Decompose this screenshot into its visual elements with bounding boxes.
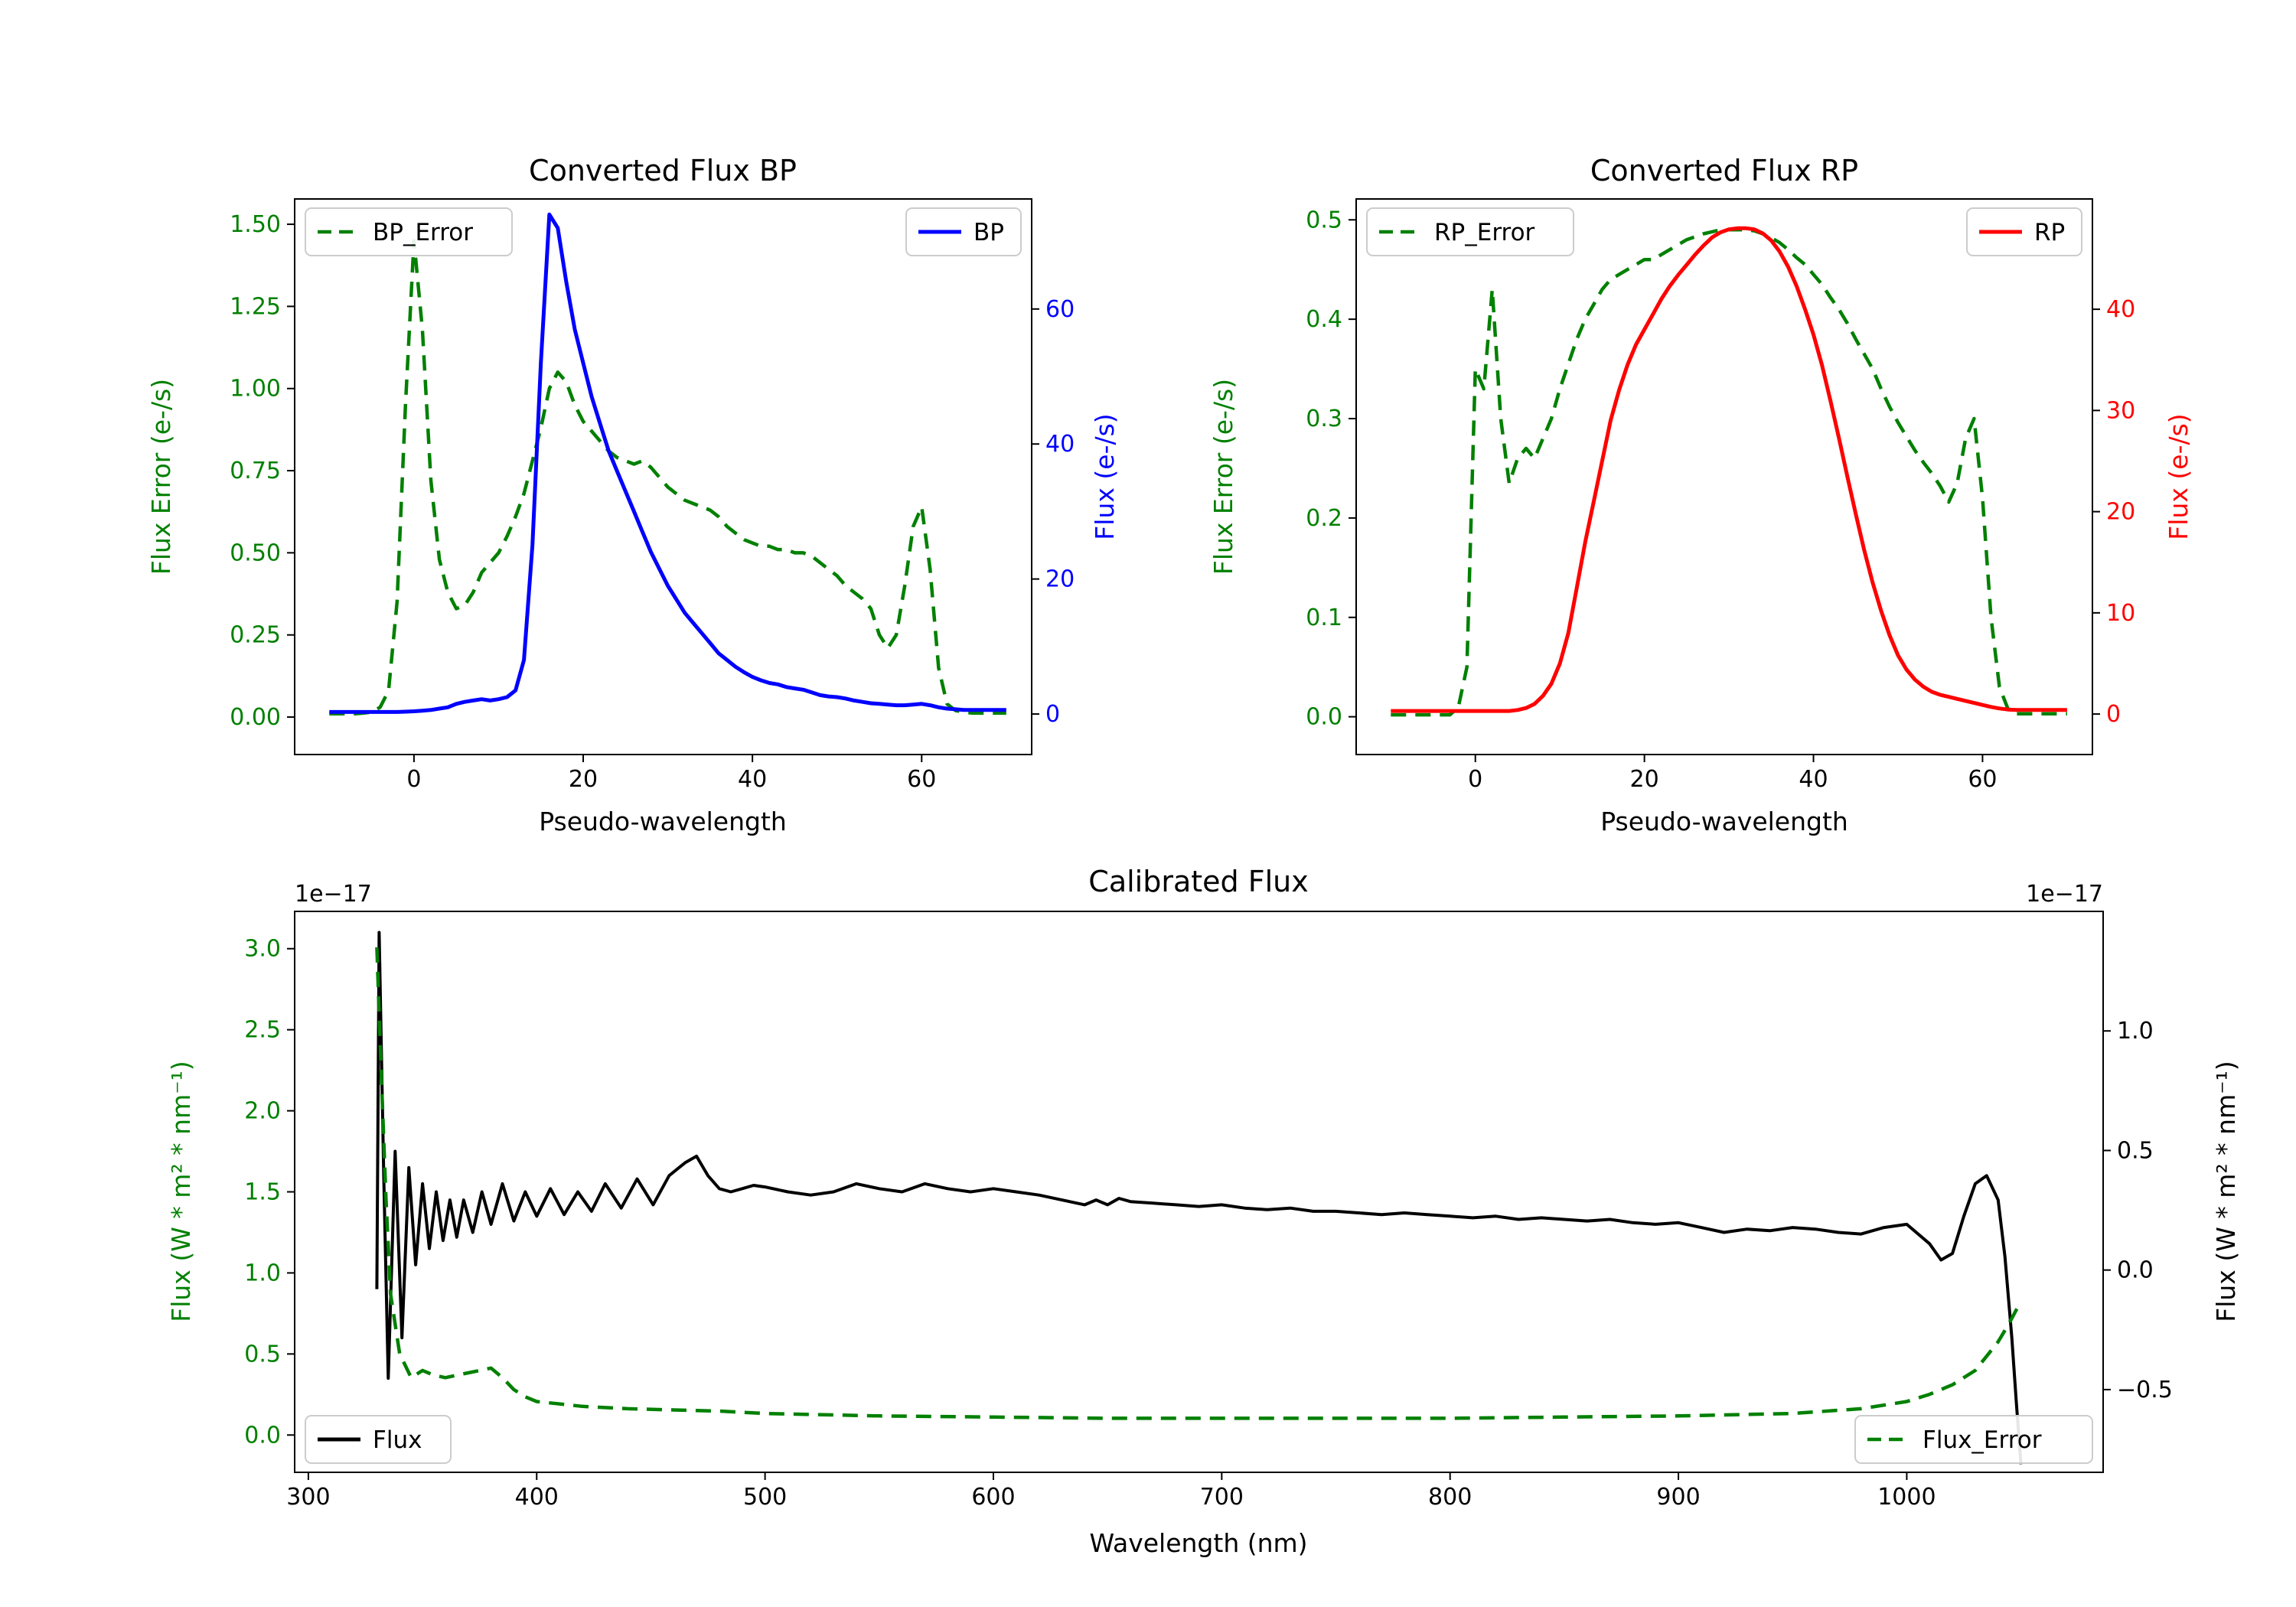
legend-box <box>305 1415 452 1464</box>
bp-left-tick-label: 1.00 <box>230 376 281 403</box>
rp-x-tick-label: 40 <box>1799 766 1828 793</box>
legend-box <box>1854 1415 2093 1464</box>
bp-legend-bp-error: BP_Error <box>305 207 513 256</box>
bp-x-tick-label: 40 <box>738 766 767 793</box>
rp-line <box>1391 226 2067 713</box>
bp-left-tick-label: 0.00 <box>230 704 281 731</box>
rp-left-tick-label: 0.2 <box>1306 505 1342 532</box>
cal-left-tick-label: 2.5 <box>244 1017 281 1044</box>
legend-label-bp-error: BP_Error <box>373 219 473 246</box>
legend-label-flux: Flux <box>373 1426 422 1454</box>
cal-right-axis-label: Flux (W * m² * nm⁻¹) <box>2211 1061 2241 1322</box>
cal-x-tick-label: 1000 <box>1877 1484 1936 1511</box>
bp-x-axis-label: Pseudo-wavelength <box>539 807 787 836</box>
rp-left-tick-label: 0.4 <box>1306 306 1342 333</box>
rp-right-tick-label: 40 <box>2106 296 2135 323</box>
bp-right-tick-label: 20 <box>1045 566 1075 593</box>
legend-box <box>905 207 1022 256</box>
bp-legend-bp: BP <box>905 207 1022 256</box>
bp-axes-frame <box>294 198 1032 755</box>
rp-right-tick-label: 30 <box>2106 397 2135 424</box>
bp-error-line <box>329 239 1006 716</box>
rp-left-tick-label: 0.1 <box>1306 605 1342 631</box>
bp-right-tick-label: 40 <box>1045 431 1075 458</box>
rp-legend-rp-error: RP_Error <box>1366 207 1574 256</box>
cal-x-tick-label: 900 <box>1656 1484 1700 1511</box>
rp-error-line <box>1391 228 2067 717</box>
cal-right-tick-label: 1.0 <box>2117 1018 2154 1045</box>
rp-x-tick-label: 0 <box>1468 766 1482 793</box>
bp-right-tick-label: 60 <box>1045 296 1075 323</box>
rp-x-tick-label: 20 <box>1630 766 1659 793</box>
cal-left-tick-label: 3.0 <box>244 936 281 963</box>
bp-x-tick-label: 0 <box>406 766 421 793</box>
flux-line <box>375 931 2023 1465</box>
bp-left-tick-label: 1.50 <box>230 211 281 238</box>
rp-right-tick-label: 20 <box>2106 499 2135 526</box>
cal-right-offset-text: 1e−17 <box>2026 881 2103 908</box>
bp-right-axis-label: Flux (e-/s) <box>1090 413 1120 539</box>
bp-left-tick-label: 0.50 <box>230 539 281 566</box>
cal-left-axis-label: Flux (W * m² * nm⁻¹) <box>166 1061 196 1322</box>
flux-error-line <box>375 947 2023 1420</box>
cal-left-tick-label: 1.0 <box>244 1260 281 1286</box>
legend-box <box>305 207 513 256</box>
legend-box <box>1966 207 2082 256</box>
rp-axes-frame <box>1355 198 2093 755</box>
legend-label-rp: RP <box>2034 219 2065 246</box>
bp-right-tick-label: 0 <box>1045 701 1060 728</box>
legend-label-flux-error: Flux_Error <box>1923 1426 2042 1454</box>
rp-legend-rp: RP <box>1966 207 2082 256</box>
cal-x-tick-label: 600 <box>971 1484 1015 1511</box>
bp-left-axis-label: Flux Error (e-/s) <box>146 379 176 575</box>
bp-plot-area <box>329 212 1006 716</box>
rp-left-tick-label: 0.0 <box>1306 704 1342 731</box>
rp-right-tick-label: 10 <box>2106 600 2135 627</box>
cal-x-tick-label: 400 <box>515 1484 559 1511</box>
rp-right-tick-label: 0 <box>2106 701 2121 728</box>
legend-box <box>1366 207 1574 256</box>
cal-left-tick-label: 0.5 <box>244 1341 281 1367</box>
cal-left-tick-label: 1.5 <box>244 1179 281 1206</box>
cal-legend-flux-error: Flux_Error <box>1854 1415 2093 1464</box>
cal-x-tick-label: 800 <box>1428 1484 1472 1511</box>
cal-x-tick-label: 700 <box>1200 1484 1244 1511</box>
cal-right-tick-label: 0.0 <box>2117 1257 2154 1284</box>
bp-left-tick-label: 0.25 <box>230 622 281 649</box>
bp-left-tick-label: 1.25 <box>230 293 281 320</box>
rp-chart-title: Converted Flux RP <box>1590 154 1858 187</box>
bp-chart-title: Converted Flux BP <box>529 154 797 187</box>
legend-label-rp-error: RP_Error <box>1434 219 1535 246</box>
cal-chart-title: Calibrated Flux <box>1088 865 1308 898</box>
rp-x-axis-label: Pseudo-wavelength <box>1600 807 1848 836</box>
bp-left-tick-label: 0.75 <box>230 458 281 484</box>
bp-line <box>329 212 1006 714</box>
cal-left-offset-text: 1e−17 <box>295 881 372 908</box>
rp-plot-area <box>1391 226 2067 717</box>
rp-right-axis-label: Flux (e-/s) <box>2164 413 2193 539</box>
cal-axes-frame <box>294 911 2104 1473</box>
rp-left-tick-label: 0.5 <box>1306 207 1342 233</box>
cal-left-tick-label: 0.0 <box>244 1422 281 1449</box>
rp-left-axis-label: Flux Error (e-/s) <box>1208 379 1238 575</box>
legend-label-bp: BP <box>974 219 1004 246</box>
rp-x-tick-label: 60 <box>1968 766 1997 793</box>
cal-x-axis-label: Wavelength (nm) <box>1089 1528 1307 1558</box>
bp-x-tick-label: 60 <box>907 766 936 793</box>
cal-legend-flux: Flux <box>305 1415 452 1464</box>
cal-left-tick-label: 2.0 <box>244 1098 281 1125</box>
cal-x-tick-label: 500 <box>743 1484 787 1511</box>
cal-plot-area <box>375 931 2023 1465</box>
cal-right-tick-label: 0.5 <box>2117 1137 2154 1164</box>
rp-left-tick-label: 0.3 <box>1306 406 1342 432</box>
bp-x-tick-label: 20 <box>569 766 598 793</box>
cal-right-tick-label: −0.5 <box>2117 1377 2173 1403</box>
cal-x-tick-label: 300 <box>286 1484 330 1511</box>
